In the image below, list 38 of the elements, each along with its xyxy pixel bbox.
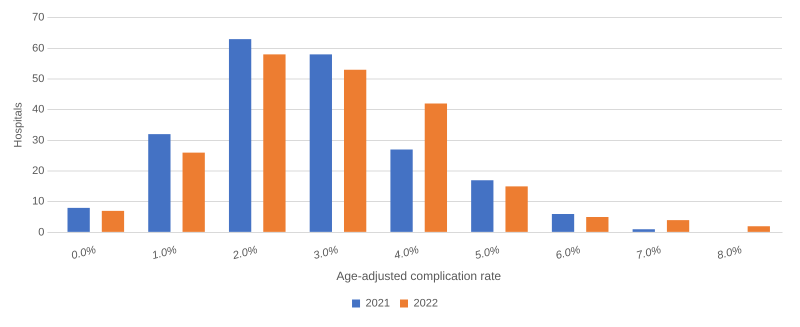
bar (67, 208, 90, 232)
y-axis-title: Hospitals (12, 102, 25, 148)
y-tick-label: 20 (32, 165, 44, 178)
x-axis-title: Age-adjusted complication rate (336, 269, 502, 284)
x-tick-label: 8.0% (716, 244, 744, 262)
legend-label: 2022 (414, 298, 438, 310)
x-tick-label: 0.0% (70, 244, 98, 262)
y-tick-label: 0 (38, 226, 44, 238)
bar (310, 54, 332, 232)
y-tick-label: 60 (32, 42, 44, 54)
bar (344, 70, 366, 232)
x-tick-label: 1.0% (150, 244, 178, 262)
bar (182, 152, 205, 232)
bar (748, 226, 770, 232)
x-tick-label: 4.0% (392, 244, 420, 262)
bar (471, 180, 494, 232)
bar (228, 39, 252, 232)
bar (263, 54, 286, 232)
y-tick-label: 30 (32, 134, 44, 146)
x-tick-label: 6.0% (554, 244, 582, 262)
y-tick-label: 40 (32, 104, 44, 116)
x-tick-label: 7.0% (635, 244, 663, 262)
bar (586, 217, 608, 232)
y-tick-label: 10 (32, 196, 44, 208)
bar (552, 214, 574, 232)
bar (505, 186, 528, 232)
x-tick-label: 3.0% (312, 244, 340, 262)
bar (666, 220, 690, 232)
bar (148, 134, 171, 232)
y-tick-label: 70 (32, 12, 44, 24)
y-tick-label: 50 (32, 72, 44, 85)
bar (632, 229, 655, 232)
bar (102, 210, 124, 232)
x-tick-label: 5.0% (474, 244, 502, 262)
bar (424, 104, 448, 232)
bar (390, 150, 413, 232)
x-tick-label: 2.0% (230, 244, 260, 262)
legend-label: 2021 (366, 298, 390, 310)
